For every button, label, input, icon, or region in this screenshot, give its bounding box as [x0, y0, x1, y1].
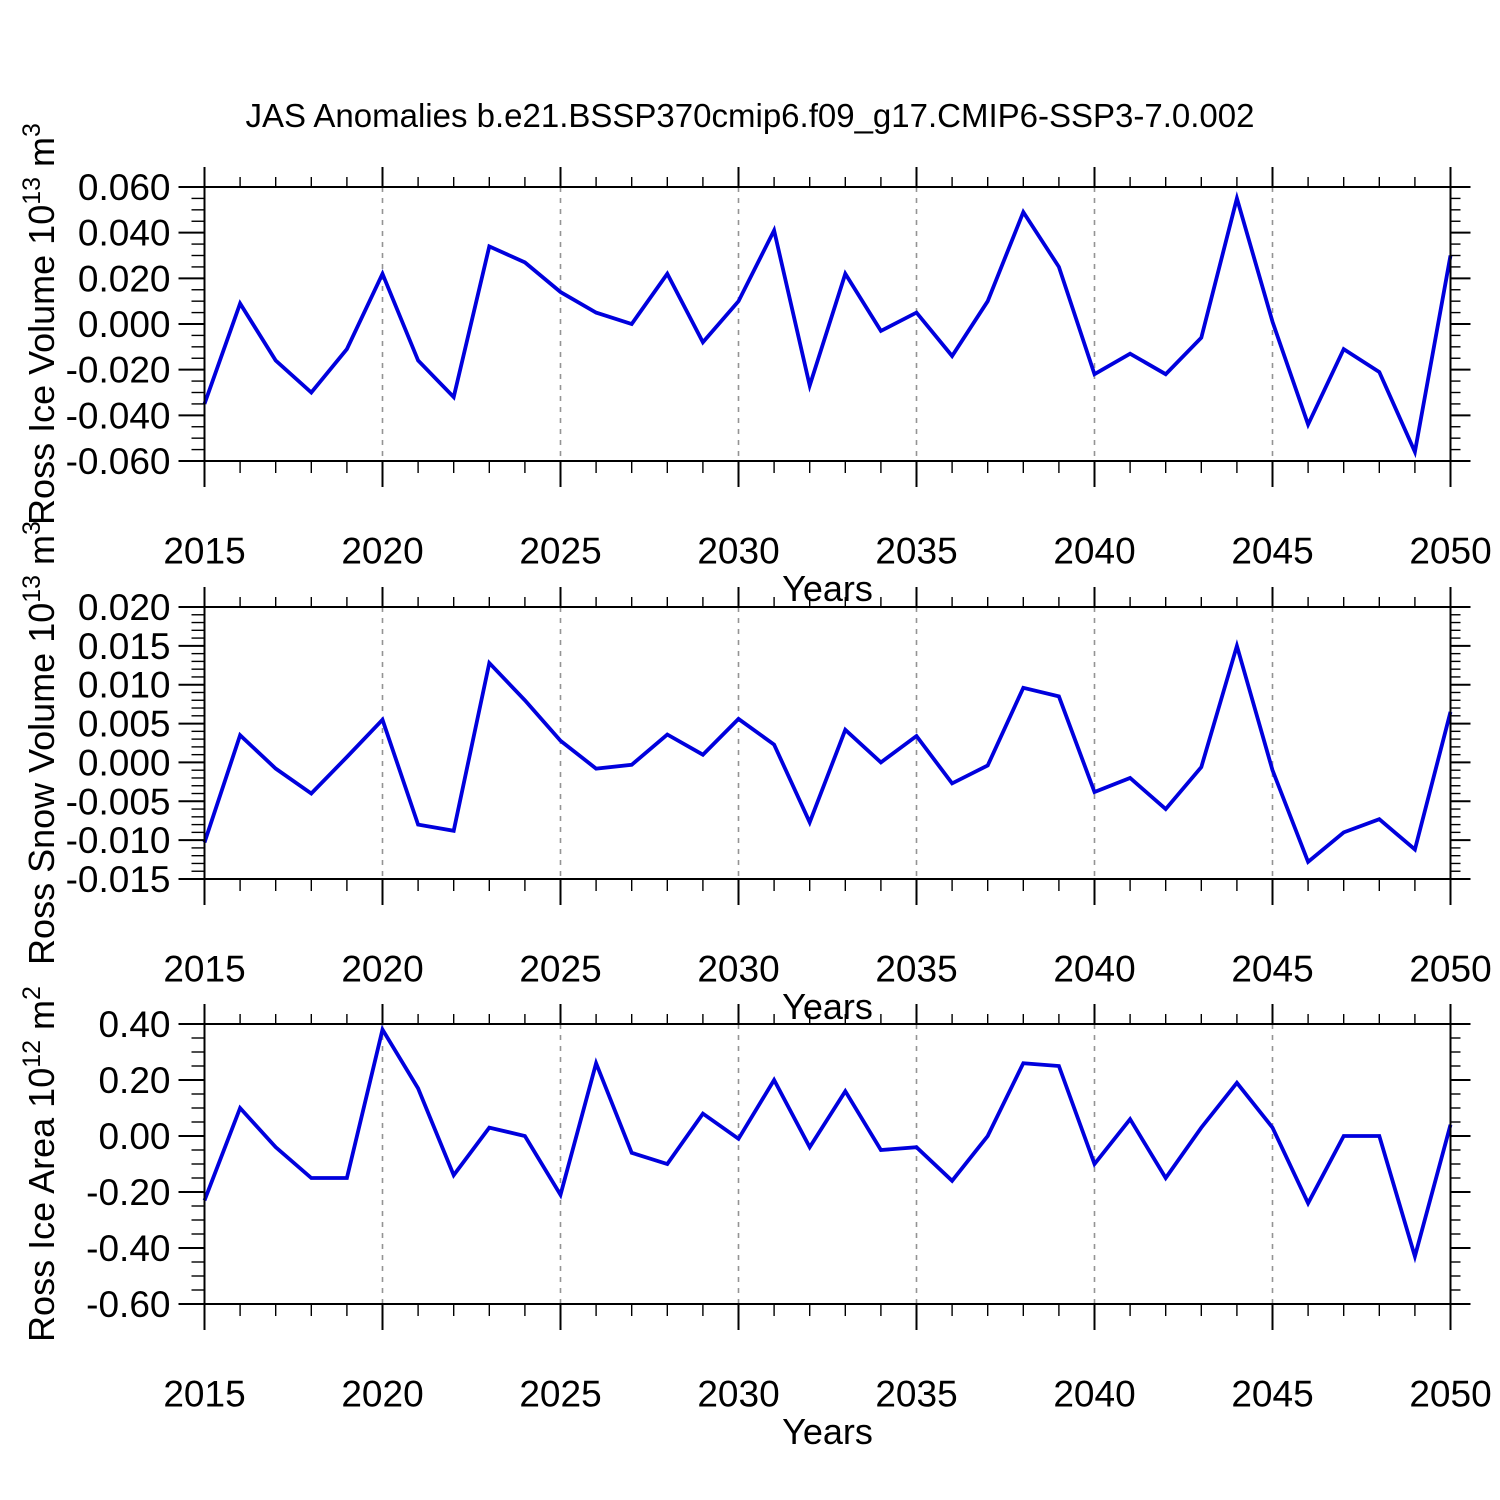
- x-tick-label: 2015: [163, 1373, 245, 1414]
- x-tick-label: 2040: [1053, 530, 1135, 571]
- x-tick-label: 2035: [875, 1373, 957, 1414]
- y-tick-label: -0.60: [86, 1284, 170, 1325]
- chart-panel-3: 2015 2020 2025 2030 2035 2040 2045 2050 0.40 0.20…: [18, 986, 1492, 1452]
- y-tick-label: -0.010: [66, 820, 171, 861]
- x-tick-label: 2035: [875, 948, 957, 989]
- y-axis-title: Ross Ice Area 1012 m2: [18, 986, 62, 1342]
- y-tick-label: 0.20: [98, 1060, 170, 1101]
- y-tick-label: 0.40: [98, 1004, 170, 1045]
- y-tick-label: -0.015: [66, 859, 171, 900]
- data-line: [202, 1024, 1453, 1264]
- y-tick-label: 0.040: [78, 213, 171, 254]
- x-tick-label: 2050: [1409, 1373, 1491, 1414]
- data-line: [202, 191, 1453, 459]
- chart-panel-2: 2015 2020 2025 2030 2035 2040 2045 20500.0200.0…: [18, 521, 1492, 1027]
- plot-box: [203, 1023, 1452, 1305]
- y-tick-label: -0.005: [66, 781, 171, 822]
- y-axis-title: Ross Ice Volume 1013 m3: [18, 123, 62, 525]
- chart-panel-1: 2015 2020 2025 2030 2035 2040 2045 2050 0.060 0.0…: [18, 123, 1492, 609]
- y-tick-label: 0.020: [78, 587, 171, 628]
- x-tick-label: 2020: [341, 1373, 423, 1414]
- x-tick-label: 2025: [519, 1373, 601, 1414]
- x-axis-title: Years: [782, 568, 873, 609]
- y-tick-label: 0.000: [78, 304, 171, 345]
- plot-box: [203, 606, 1452, 880]
- x-axis-title: Years: [782, 1411, 873, 1452]
- y-axis-title: Ross Snow Volume 1013 m3: [18, 521, 62, 965]
- y-tick-label: 0.015: [78, 626, 171, 667]
- x-tick-label: 2040: [1053, 948, 1135, 989]
- x-tick-label: 2020: [341, 948, 423, 989]
- x-tick-label: 2030: [697, 1373, 779, 1414]
- x-tick-label: 2050: [1409, 530, 1491, 571]
- y-tick-label: -0.40: [86, 1228, 170, 1269]
- y-tick-label: 0.060: [78, 167, 171, 208]
- data-line: [202, 639, 1453, 866]
- x-tick-label: 2035: [875, 530, 957, 571]
- x-tick-label: 2045: [1231, 530, 1313, 571]
- x-tick-label: 2015: [163, 530, 245, 571]
- x-tick-label: 2025: [519, 948, 601, 989]
- x-tick-label: 2040: [1053, 1373, 1135, 1414]
- x-tick-label: 2030: [697, 948, 779, 989]
- x-tick-label: 2030: [697, 530, 779, 571]
- y-tick-label: 0.010: [78, 665, 171, 706]
- x-tick-label: 2050: [1409, 948, 1491, 989]
- x-tick-label: 2020: [341, 530, 423, 571]
- x-tick-label: 2025: [519, 530, 601, 571]
- x-axis-title: Years: [782, 986, 873, 1027]
- x-tick-label: 2015: [163, 948, 245, 989]
- y-tick-label: 0.005: [78, 704, 171, 745]
- y-tick-label: -0.020: [66, 350, 171, 391]
- y-tick-label: -0.040: [66, 395, 171, 436]
- y-tick-label: 0.00: [98, 1116, 170, 1157]
- y-tick-label: 0.000: [78, 742, 171, 783]
- y-tick-label: -0.20: [86, 1172, 170, 1213]
- x-tick-label: 2045: [1231, 1373, 1313, 1414]
- x-tick-label: 2045: [1231, 948, 1313, 989]
- y-tick-label: 0.020: [78, 258, 171, 299]
- y-tick-label: -0.060: [66, 441, 171, 482]
- figure-title: JAS Anomalies b.e21.BSSP370cmip6.f09_g17…: [245, 97, 1255, 134]
